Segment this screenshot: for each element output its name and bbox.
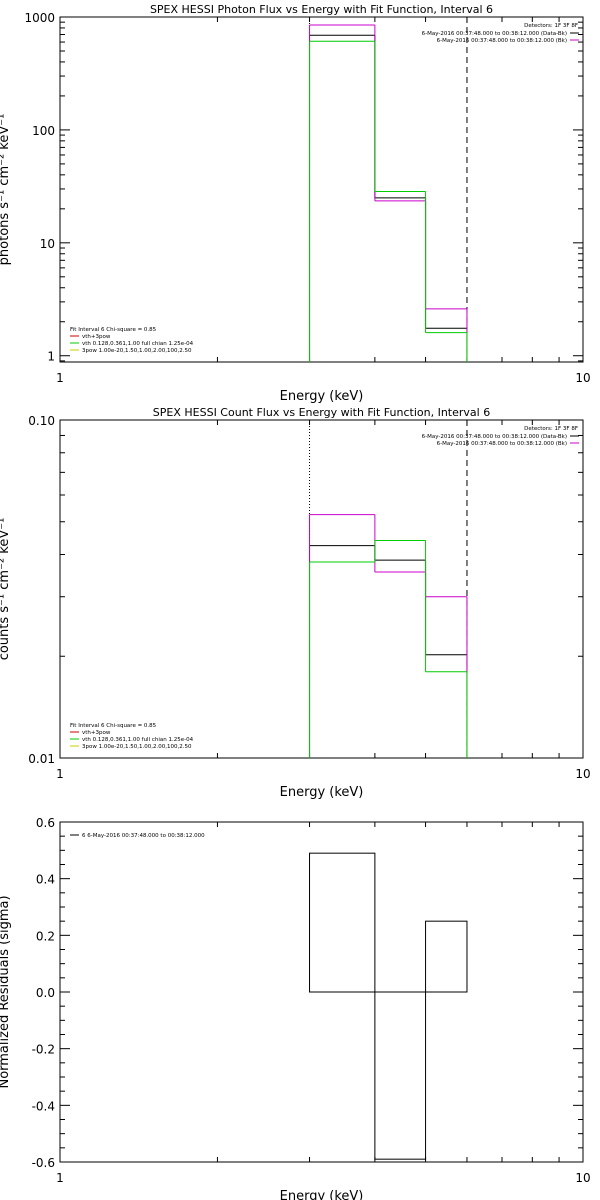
panel-3: 1 10 0.6 0.4 0.2 0.0 -0.2 -0.4 -0.6 Energy (keV) N… [0,816,591,1200]
x-axis-label: Energy (keV) [280,1189,364,1200]
x-axis-label: Energy (keV) [280,389,364,404]
legend-bottom-left: Fit Interval 6 Chi-square = 0.85vth+3pow… [70,327,194,354]
legend-header: Detectors: 1F 3F 8F [524,23,578,29]
legend-entry: 6-May-2016 00:37:48.000 to 00:38:12.000 … [437,38,567,44]
x-tick-label: 1 [56,767,64,781]
legend-entry: 6-May-2016 00:37:48.000 to 00:38:12.000 … [422,434,567,440]
x-tick-label: 1 [56,1171,64,1185]
plot-frame [59,16,584,363]
legend-entry: 3pow 1.00e-20,1.50,1.00,2.00,100,2.50 [82,348,192,354]
residual-bar [309,852,376,993]
legend-entry: 6 6-May-2016 00:37:48.000 to 00:38:12.00… [82,833,205,839]
y-tick-label: 1000 [24,11,55,25]
y-tick-label: 0.01 [28,752,55,766]
y-tick-label: 100 [32,124,55,138]
y-tick-label: 0.6 [36,816,55,830]
legend-entry: vth+3pow [82,334,111,340]
legend-header: Detectors: 1F 3F 8F [524,426,578,432]
y-axis-label: photons s⁻¹ cm⁻² keV⁻¹ [0,114,12,266]
legend-entry: 6-May-2016 00:37:48.000 to 00:38:12.000 … [422,31,567,37]
chart-title: SPEX HESSI Photon Flux vs Energy with Fi… [150,3,493,16]
y-tick-label: 0.2 [36,929,55,943]
legend-entry: vth 0.128,0.361,1.00 full chian 1.25e-04 [82,341,194,347]
y-tick-label: 0.10 [28,414,55,428]
y-tick-label: -0.6 [32,1156,55,1170]
legend-header: Fit Interval 6 Chi-square = 0.85 [70,327,157,333]
chart-title: SPEX HESSI Count Flux vs Energy with Fit… [153,406,490,419]
y-axis-label: counts s⁻¹ cm⁻² keV⁻¹ [0,518,12,661]
x-tick-label: 1 [56,371,64,385]
x-axis-label: Energy (keV) [280,785,364,800]
legend-entry: vth+3pow [82,730,111,736]
x-tick-label: 10 [575,371,590,385]
y-tick-label: -0.2 [32,1043,55,1057]
legend-entry: 3pow 1.00e-20,1.50,1.00,2.00,100,2.50 [82,744,192,750]
y-tick-label: -0.4 [32,1099,55,1113]
legend-bottom-left: Fit Interval 6 Chi-square = 0.85vth+3pow… [70,723,194,750]
legend-entry: 6-May-2016 00:37:48.000 to 00:38:12.000 … [437,441,567,447]
residual-bar [374,991,427,1160]
y-tick-label: 0.4 [36,873,55,887]
plot-frame [59,419,584,759]
y-tick-label: 10 [40,237,55,251]
y-axis-label: Normalized Residuals (sigma) [0,895,12,1088]
legend-top-right: Detectors: 1F 3F 8F 6-May-2016 00:37:48.0… [422,426,579,447]
panel-1: SPEX HESSI Photon Flux vs Energy with Fi… [0,3,591,404]
legend-header: Fit Interval 6 Chi-square = 0.85 [70,723,157,729]
legend-entry: vth 0.128,0.361,1.00 full chian 1.25e-04 [82,737,194,743]
y-tick-label: 0.0 [36,986,55,1000]
residual-bar [425,920,468,993]
y-tick-label: 1 [47,350,55,364]
panel-2: SPEX HESSI Count Flux vs Energy with Fit… [0,406,591,800]
legend-top-right: Detectors: 1F 3F 8F 6-May-2016 00:37:48.0… [422,23,579,44]
legend-top-left: 6 6-May-2016 00:37:48.000 to 00:38:12.00… [70,833,205,839]
x-tick-label: 10 [575,1171,590,1185]
x-tick-label: 10 [575,767,590,781]
